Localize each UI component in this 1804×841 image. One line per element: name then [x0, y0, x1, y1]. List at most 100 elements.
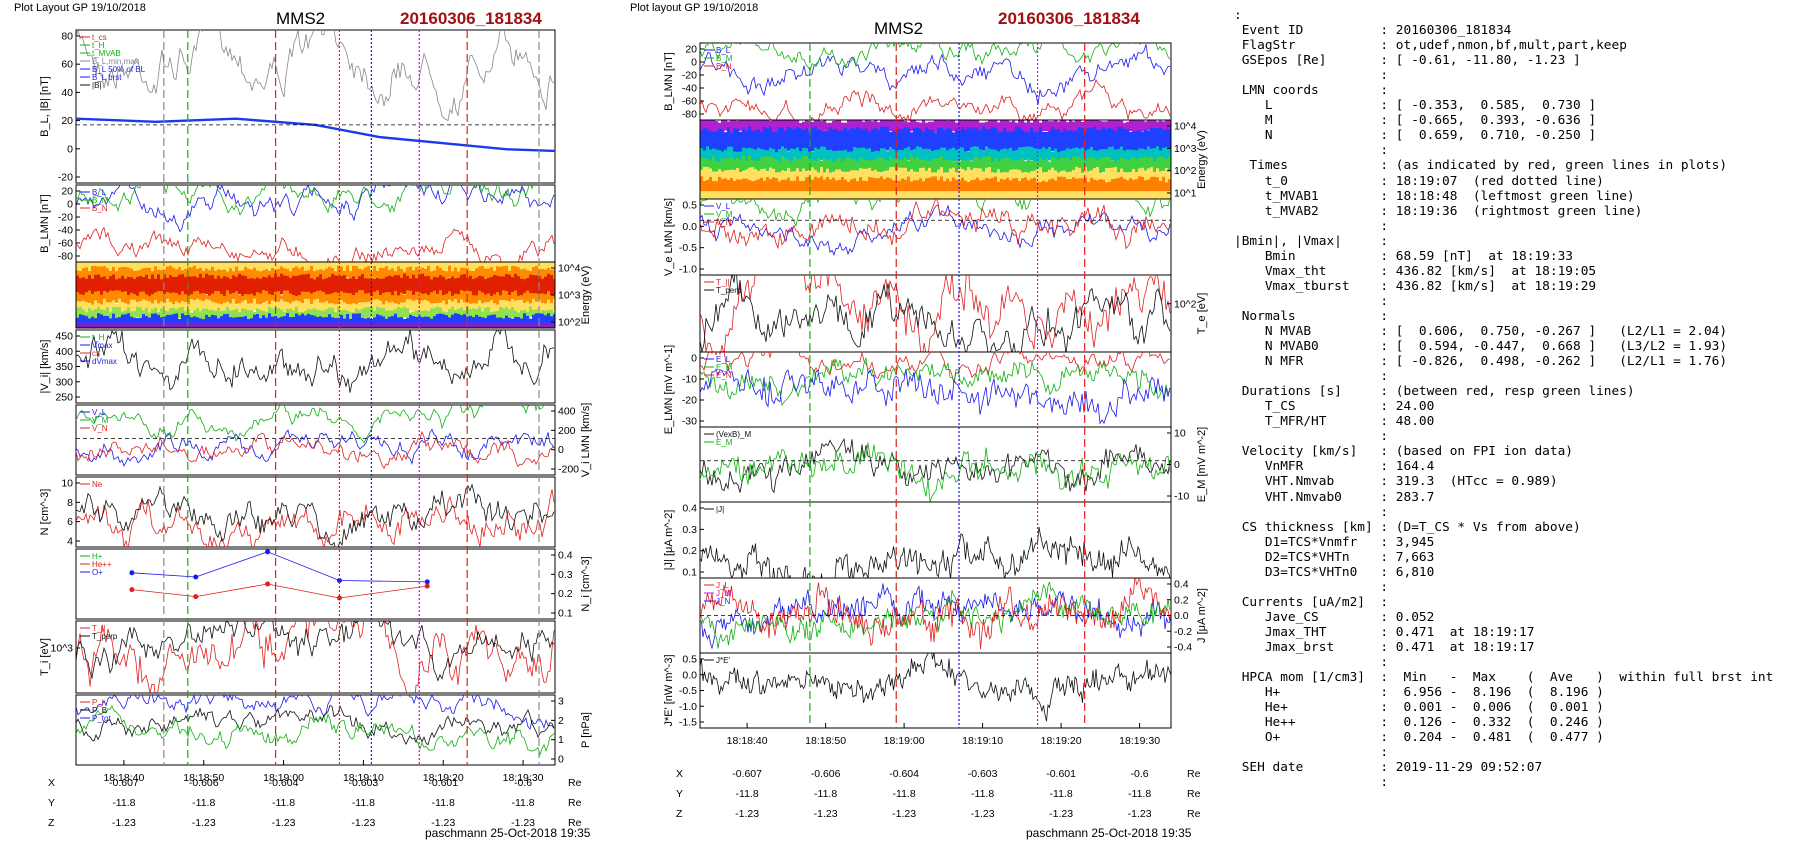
spectrogram-cell [1093, 167, 1097, 182]
spectrogram-cell [121, 322, 125, 328]
spectrogram-cell [919, 167, 923, 182]
spectrogram-cell [772, 177, 776, 194]
spectrogram-cell [139, 307, 143, 318]
spectrogram-cell [400, 317, 404, 328]
legend-entry: t_H [92, 333, 105, 342]
spectrogram-cell [355, 313, 359, 325]
summary-line: He+ : 0.001 - 0.006 ( 0.001 ) [1234, 700, 1604, 716]
spectrogram-cell [1126, 121, 1130, 136]
spectrogram-cell [1108, 181, 1112, 198]
spectrogram-cell [964, 180, 968, 197]
spectrogram-cell [436, 306, 440, 318]
spectrogram-cell [862, 147, 866, 161]
spectrogram-cell [709, 120, 713, 134]
spectrogram-cell [943, 172, 947, 186]
spectrogram-cell [445, 279, 449, 300]
spectrogram-cell [988, 129, 992, 153]
spectrogram-cell [1162, 121, 1166, 135]
spectrogram-cell [151, 294, 155, 307]
spectrogram-cell [1165, 129, 1169, 153]
spectrogram-cell [1156, 157, 1160, 173]
spectrogram-cell [430, 262, 434, 273]
spectrogram-cell [751, 148, 755, 163]
spectrogram-cell [460, 267, 464, 280]
spectrogram-cell [145, 267, 149, 280]
legend-entry: V_N [716, 218, 732, 227]
y-tick-label: -40 [682, 83, 697, 95]
spectrogram-cell [319, 290, 323, 304]
spectrogram-cell [271, 316, 275, 328]
spectrogram-cell [205, 314, 209, 326]
spectrogram-cell [136, 262, 140, 273]
spectrogram-cell [814, 169, 818, 184]
spectrogram-cell [490, 300, 494, 313]
spectrogram-cell [1144, 149, 1148, 163]
y-tick-label: 40 [61, 87, 73, 99]
spectrogram-cell [964, 160, 968, 176]
summary-line: : [1234, 218, 1389, 234]
spectrogram-cell [316, 262, 320, 273]
spectrogram-cell [1021, 120, 1025, 133]
spectrogram-cell [1138, 191, 1142, 199]
spectrogram-cell [817, 120, 821, 134]
spectrogram-cell [427, 295, 431, 308]
spectrogram-cell [133, 262, 137, 273]
spectrogram-cell [220, 278, 224, 299]
y-axis-label: Energy (eV) [1196, 130, 1208, 189]
spectrogram-cell [982, 126, 986, 151]
data-point [129, 587, 135, 593]
spectrogram-cell [415, 310, 419, 321]
spectrogram-cell [868, 160, 872, 176]
spectrogram-cell [187, 309, 191, 320]
spectrogram-cell [103, 315, 107, 327]
y-axis-label: T_i [eV] [39, 638, 51, 676]
trace-t-par [76, 621, 555, 693]
spectrogram-cell [349, 271, 353, 284]
spectrogram-cell [1165, 147, 1169, 161]
spectrogram-cell [190, 322, 194, 328]
spectrogram-cell [892, 131, 896, 156]
spectrogram-cell [520, 269, 524, 282]
spectrogram-cell [1054, 157, 1058, 173]
spectrogram-cell [763, 168, 767, 183]
spectrogram-cell [304, 298, 308, 311]
spectrogram-cell [310, 293, 314, 307]
spectrogram-cell [940, 147, 944, 162]
summary-line: He++ : 0.126 - 0.332 ( 0.246 ) [1234, 715, 1604, 731]
spectrogram-cell [784, 158, 788, 174]
spectrogram-cell [1165, 167, 1169, 182]
spectrogram-cell [850, 158, 854, 175]
panel-traces [700, 352, 1171, 425]
spectrogram-cell [379, 322, 383, 328]
spectrogram-cell [775, 151, 779, 166]
spectrogram-cell [289, 322, 293, 328]
spectrogram-cell [976, 156, 980, 172]
position-value: -11.8 [112, 797, 135, 809]
spectrogram-cell [1117, 191, 1121, 199]
summary-line: N MVAB : [ 0.606, 0.750, -0.267 ] (L2/L1… [1234, 323, 1728, 339]
panel-traces [76, 483, 555, 547]
spectrogram-cell [364, 262, 368, 273]
spectrogram-cell [322, 317, 326, 328]
spectrogram-cell [436, 313, 440, 325]
spectrogram-cell [943, 147, 947, 162]
spectrogram-cell [400, 262, 404, 273]
panel-frame [75, 404, 556, 476]
spectrogram-cell [934, 132, 938, 157]
spectrogram-cell [151, 313, 155, 325]
spectrogram-cell [439, 262, 443, 273]
spectrogram-cell [1156, 191, 1160, 199]
y-tick-label: 3 [558, 696, 564, 708]
spectrogram-cell [832, 191, 836, 199]
spectrogram-cell [913, 171, 917, 186]
spectrogram-cell [805, 127, 809, 152]
panel-traces [76, 185, 555, 262]
spectrogram-cell [1123, 172, 1127, 186]
spectrogram-cell [439, 275, 443, 296]
legend-entry: T_|| [716, 278, 730, 287]
spectrogram-cell [1054, 120, 1058, 134]
spectrogram-cell [1147, 146, 1151, 160]
spectrogram-cell [460, 322, 464, 328]
spectrogram-cell [253, 314, 257, 326]
spectrogram-cell [118, 267, 122, 280]
